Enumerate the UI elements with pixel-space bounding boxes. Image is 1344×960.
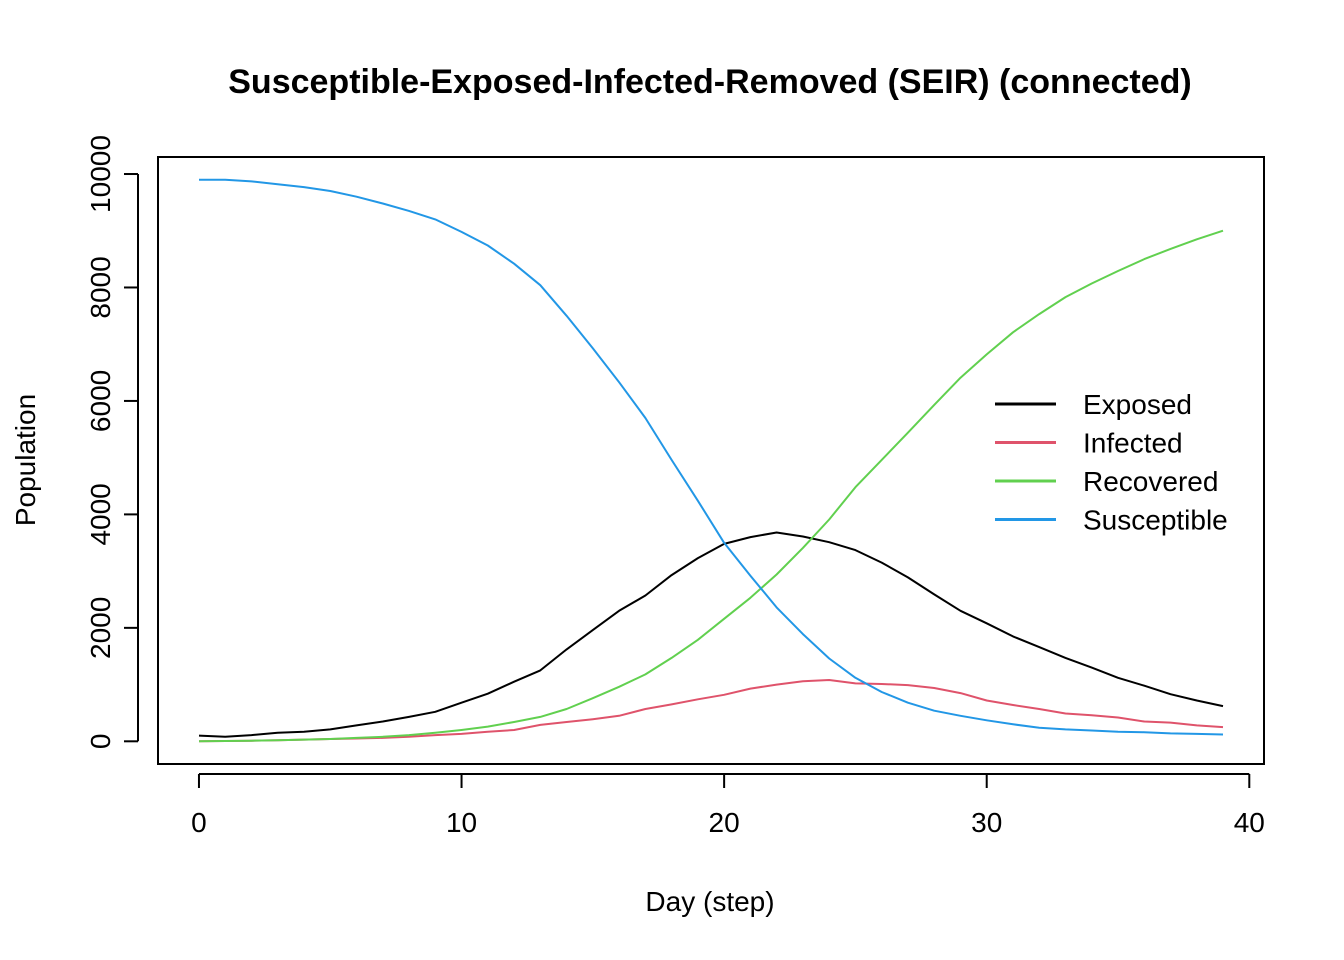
y-tick-label: 6000 [85, 370, 116, 432]
x-tick-label: 20 [709, 807, 740, 838]
y-tick-label: 0 [85, 734, 116, 750]
legend-label-exposed: Exposed [1083, 389, 1192, 420]
x-tick-label: 40 [1234, 807, 1265, 838]
y-axis-label: Population [10, 394, 41, 526]
x-tick-label: 0 [191, 807, 207, 838]
legend-label-recovered: Recovered [1083, 466, 1218, 497]
y-axis: 0 2000 4000 6000 8000 10000 [85, 135, 139, 750]
legend-label-susceptible: Susceptible [1083, 505, 1228, 536]
y-tick-label: 4000 [85, 483, 116, 545]
y-tick-label: 2000 [85, 597, 116, 659]
series-layer [198, 178, 1224, 743]
series-line-recovered [198, 229, 1224, 743]
legend: Exposed Infected Recovered Susceptible [995, 389, 1228, 536]
series-line-infected [198, 679, 1224, 743]
x-tick-label: 30 [971, 807, 1002, 838]
series-line-exposed [198, 531, 1224, 738]
x-axis-label: Day (step) [645, 886, 774, 917]
x-tick-label: 10 [446, 807, 477, 838]
y-tick-label: 10000 [85, 135, 116, 213]
chart-title: Susceptible-Exposed-Infected-Removed (SE… [228, 63, 1192, 101]
x-axis: 0 10 20 30 40 [191, 773, 1265, 838]
y-tick-label: 8000 [85, 256, 116, 318]
series-line-susceptible [199, 178, 1224, 736]
legend-label-infected: Infected [1083, 428, 1183, 459]
plot-frame [157, 156, 1265, 765]
